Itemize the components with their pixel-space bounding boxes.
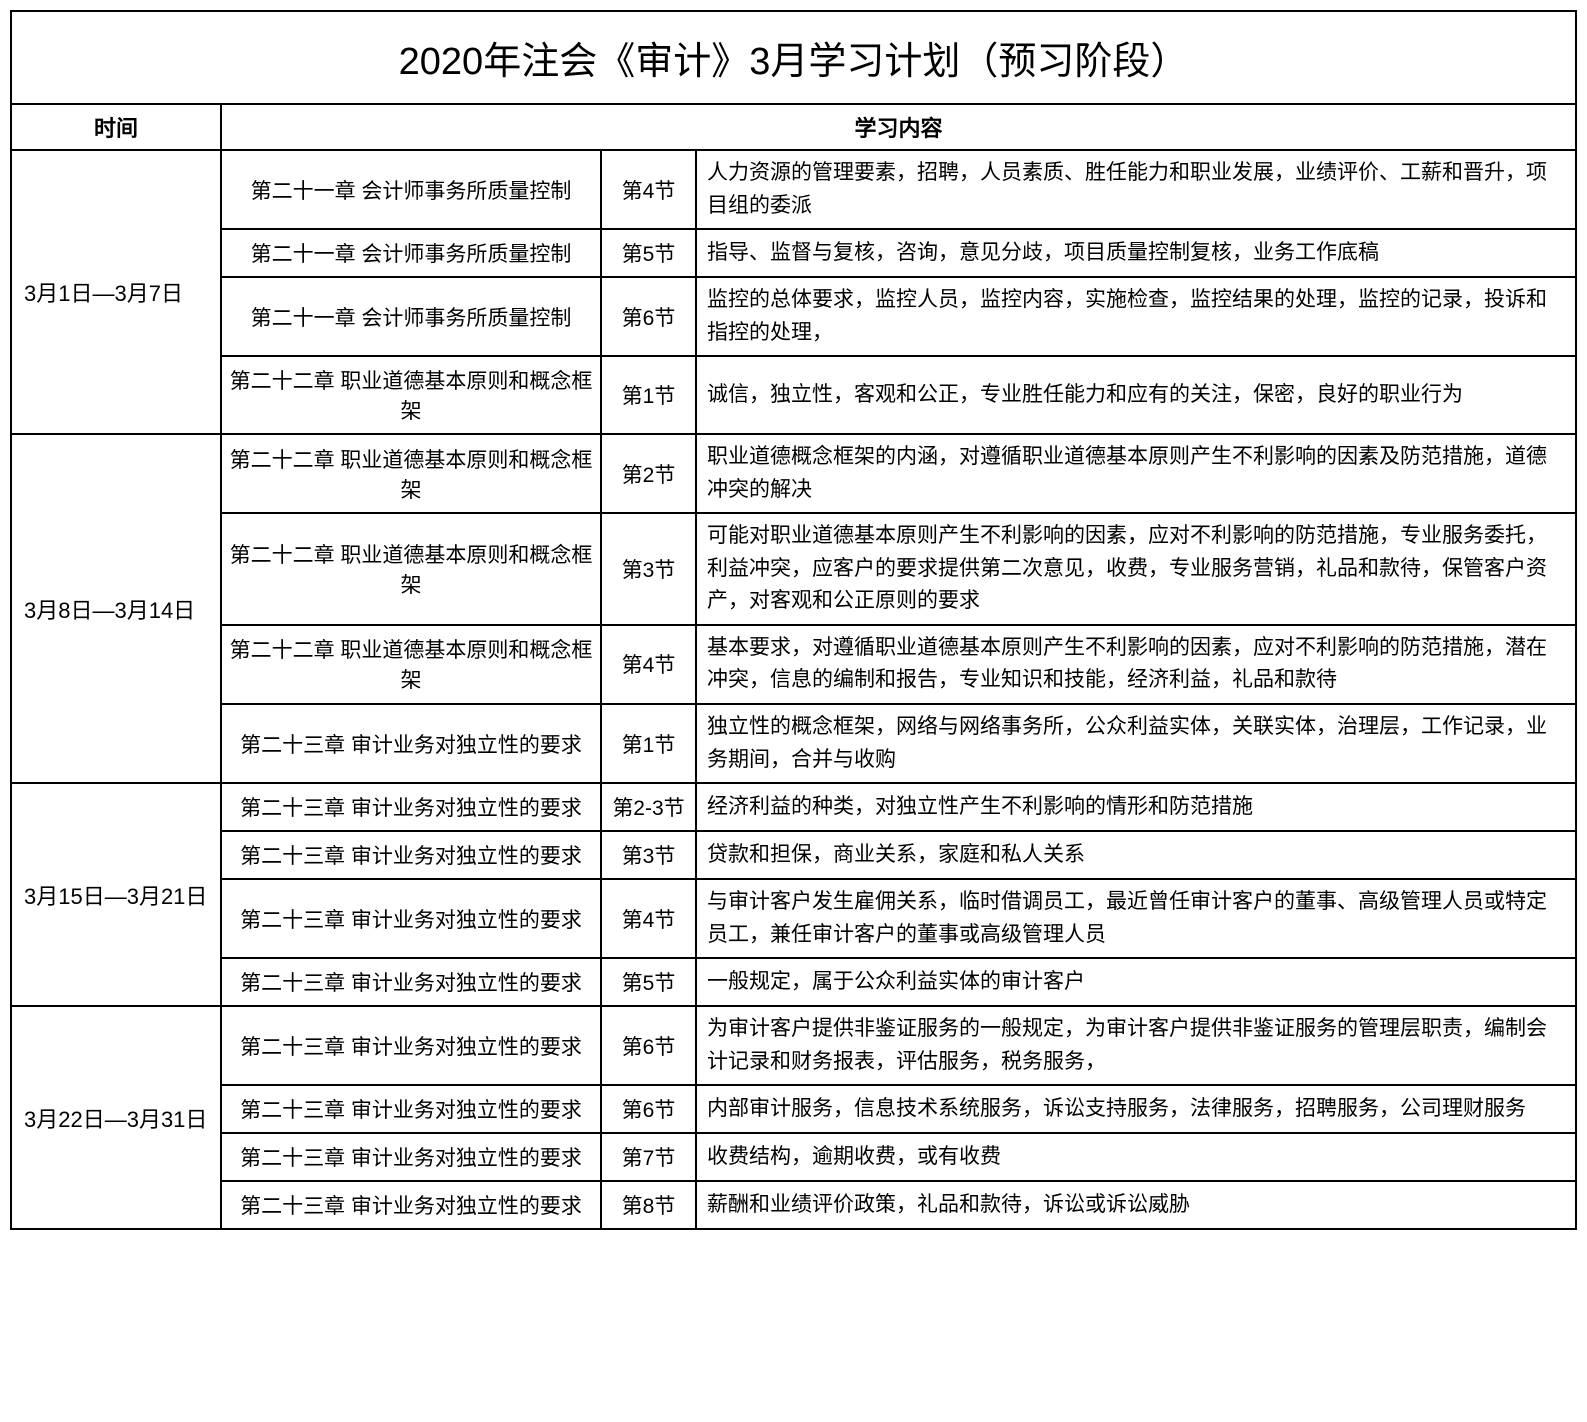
table-row: 第二十三章 审计业务对独立性的要求第3节贷款和担保，商业关系，家庭和私人关系 — [11, 831, 1576, 879]
content-cell: 与审计客户发生雇佣关系，临时借调员工，最近曾任审计客户的董事、高级管理人员或特定… — [696, 879, 1576, 958]
chapter-cell: 第二十三章 审计业务对独立性的要求 — [221, 958, 601, 1006]
content-cell: 收费结构，逾期收费，或有收费 — [696, 1133, 1576, 1181]
chapter-cell: 第二十一章 会计师事务所质量控制 — [221, 150, 601, 229]
header-time: 时间 — [11, 104, 221, 150]
section-cell: 第3节 — [601, 513, 696, 625]
table-row: 第二十三章 审计业务对独立性的要求第5节一般规定，属于公众利益实体的审计客户 — [11, 958, 1576, 1006]
chapter-cell: 第二十三章 审计业务对独立性的要求 — [221, 1133, 601, 1181]
section-cell: 第7节 — [601, 1133, 696, 1181]
content-cell: 人力资源的管理要素，招聘，人员素质、胜任能力和职业发展，业绩评价、工薪和晋升，项… — [696, 150, 1576, 229]
section-cell: 第5节 — [601, 229, 696, 277]
table-row: 第二十三章 审计业务对独立性的要求第6节内部审计服务，信息技术系统服务，诉讼支持… — [11, 1085, 1576, 1133]
chapter-cell: 第二十三章 审计业务对独立性的要求 — [221, 704, 601, 783]
date-cell: 3月22日—3月31日 — [11, 1006, 221, 1229]
chapter-cell: 第二十三章 审计业务对独立性的要求 — [221, 783, 601, 831]
table-row: 第二十一章 会计师事务所质量控制第6节监控的总体要求，监控人员，监控内容，实施检… — [11, 277, 1576, 356]
section-cell: 第3节 — [601, 831, 696, 879]
content-cell: 贷款和担保，商业关系，家庭和私人关系 — [696, 831, 1576, 879]
content-cell: 指导、监督与复核，咨询，意见分歧，项目质量控制复核，业务工作底稿 — [696, 229, 1576, 277]
section-cell: 第1节 — [601, 356, 696, 434]
table-row: 3月1日—3月7日第二十一章 会计师事务所质量控制第4节人力资源的管理要素，招聘… — [11, 150, 1576, 229]
chapter-cell: 第二十二章 职业道德基本原则和概念框架 — [221, 356, 601, 434]
section-cell: 第1节 — [601, 704, 696, 783]
chapter-cell: 第二十三章 审计业务对独立性的要求 — [221, 1006, 601, 1085]
date-cell: 3月8日—3月14日 — [11, 434, 221, 783]
chapter-cell: 第二十一章 会计师事务所质量控制 — [221, 229, 601, 277]
section-cell: 第8节 — [601, 1181, 696, 1229]
table-row: 第二十二章 职业道德基本原则和概念框架第1节诚信，独立性，客观和公正，专业胜任能… — [11, 356, 1576, 434]
section-cell: 第2节 — [601, 434, 696, 513]
section-cell: 第4节 — [601, 879, 696, 958]
content-cell: 独立性的概念框架，网络与网络事务所，公众利益实体，关联实体，治理层，工作记录，业… — [696, 704, 1576, 783]
chapter-cell: 第二十二章 职业道德基本原则和概念框架 — [221, 513, 601, 625]
date-cell: 3月15日—3月21日 — [11, 783, 221, 1006]
section-cell: 第2-3节 — [601, 783, 696, 831]
table-row: 3月22日—3月31日第二十三章 审计业务对独立性的要求第6节为审计客户提供非鉴… — [11, 1006, 1576, 1085]
section-cell: 第4节 — [601, 150, 696, 229]
date-cell: 3月1日—3月7日 — [11, 150, 221, 434]
table-row: 3月15日—3月21日第二十三章 审计业务对独立性的要求第2-3节经济利益的种类… — [11, 783, 1576, 831]
content-cell: 薪酬和业绩评价政策，礼品和款待，诉讼或诉讼威胁 — [696, 1181, 1576, 1229]
content-cell: 为审计客户提供非鉴证服务的一般规定，为审计客户提供非鉴证服务的管理层职责，编制会… — [696, 1006, 1576, 1085]
chapter-cell: 第二十一章 会计师事务所质量控制 — [221, 277, 601, 356]
section-cell: 第6节 — [601, 277, 696, 356]
table-row: 第二十三章 审计业务对独立性的要求第4节与审计客户发生雇佣关系，临时借调员工，最… — [11, 879, 1576, 958]
section-cell: 第4节 — [601, 625, 696, 704]
content-cell: 诚信，独立性，客观和公正，专业胜任能力和应有的关注，保密，良好的职业行为 — [696, 356, 1576, 434]
content-cell: 基本要求，对遵循职业道德基本原则产生不利影响的因素，应对不利影响的防范措施，潜在… — [696, 625, 1576, 704]
header-content: 学习内容 — [221, 104, 1576, 150]
table-row: 第二十三章 审计业务对独立性的要求第1节独立性的概念框架，网络与网络事务所，公众… — [11, 704, 1576, 783]
content-cell: 可能对职业道德基本原则产生不利影响的因素，应对不利影响的防范措施，专业服务委托，… — [696, 513, 1576, 625]
table-row: 第二十二章 职业道德基本原则和概念框架第3节可能对职业道德基本原则产生不利影响的… — [11, 513, 1576, 625]
content-cell: 经济利益的种类，对独立性产生不利影响的情形和防范措施 — [696, 783, 1576, 831]
table-row: 第二十二章 职业道德基本原则和概念框架第4节基本要求，对遵循职业道德基本原则产生… — [11, 625, 1576, 704]
content-cell: 监控的总体要求，监控人员，监控内容，实施检查，监控结果的处理，监控的记录，投诉和… — [696, 277, 1576, 356]
section-cell: 第5节 — [601, 958, 696, 1006]
chapter-cell: 第二十三章 审计业务对独立性的要求 — [221, 1181, 601, 1229]
table-row: 第二十一章 会计师事务所质量控制第5节指导、监督与复核，咨询，意见分歧，项目质量… — [11, 229, 1576, 277]
content-cell: 内部审计服务，信息技术系统服务，诉讼支持服务，法律服务，招聘服务，公司理财服务 — [696, 1085, 1576, 1133]
chapter-cell: 第二十三章 审计业务对独立性的要求 — [221, 879, 601, 958]
section-cell: 第6节 — [601, 1006, 696, 1085]
table-row: 第二十三章 审计业务对独立性的要求第8节薪酬和业绩评价政策，礼品和款待，诉讼或诉… — [11, 1181, 1576, 1229]
content-cell: 职业道德概念框架的内涵，对遵循职业道德基本原则产生不利影响的因素及防范措施，道德… — [696, 434, 1576, 513]
chapter-cell: 第二十三章 审计业务对独立性的要求 — [221, 1085, 601, 1133]
section-cell: 第6节 — [601, 1085, 696, 1133]
chapter-cell: 第二十三章 审计业务对独立性的要求 — [221, 831, 601, 879]
chapter-cell: 第二十二章 职业道德基本原则和概念框架 — [221, 434, 601, 513]
table-row: 第二十三章 审计业务对独立性的要求第7节收费结构，逾期收费，或有收费 — [11, 1133, 1576, 1181]
page-title: 2020年注会《审计》3月学习计划（预习阶段） — [11, 11, 1576, 104]
study-plan-table: 2020年注会《审计》3月学习计划（预习阶段）时间学习内容3月1日—3月7日第二… — [10, 10, 1577, 1230]
content-cell: 一般规定，属于公众利益实体的审计客户 — [696, 958, 1576, 1006]
chapter-cell: 第二十二章 职业道德基本原则和概念框架 — [221, 625, 601, 704]
table-row: 3月8日—3月14日第二十二章 职业道德基本原则和概念框架第2节职业道德概念框架… — [11, 434, 1576, 513]
